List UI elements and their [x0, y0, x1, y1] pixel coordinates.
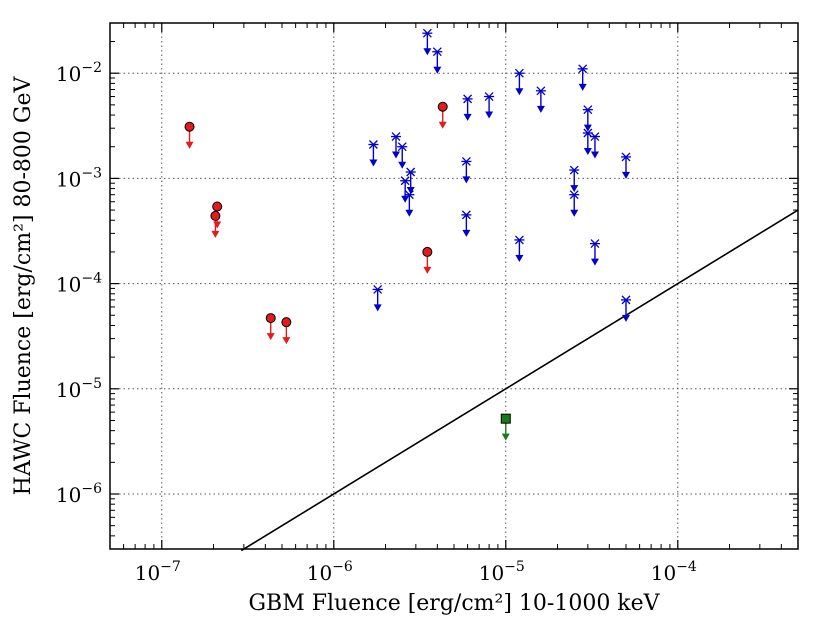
- data-point: [569, 190, 580, 217]
- arrow-head: [485, 111, 494, 119]
- data-point: [500, 413, 511, 441]
- x-axis-label: GBM Fluence [erg/cm²] 10-1000 keV: [248, 591, 660, 616]
- data-point: [582, 105, 593, 132]
- data-point: [577, 64, 588, 91]
- y-tick-label: 10−3: [56, 165, 102, 191]
- y-tick-label: 10−5: [56, 376, 102, 402]
- arrow-head: [282, 337, 291, 345]
- circle-marker: [184, 121, 195, 132]
- data-point: [422, 28, 433, 56]
- data-point: [432, 47, 443, 74]
- circle-marker: [437, 101, 448, 112]
- arrow-head: [590, 258, 599, 266]
- data-point: [589, 239, 600, 266]
- arrow-head: [423, 266, 432, 274]
- arrow-head: [583, 124, 592, 132]
- data-point: [484, 92, 495, 119]
- y-tick-labels: 10−6 10−5 10−4 10−3 10−2: [56, 60, 102, 507]
- data-point: [390, 132, 401, 159]
- data-point: [461, 156, 472, 184]
- data-point: [514, 235, 525, 262]
- y-tick-label: 10−2: [56, 60, 102, 86]
- arrow-head: [462, 176, 471, 184]
- arrow-head: [462, 229, 471, 237]
- arrow-head: [266, 333, 275, 341]
- x-tick-label: 10−6: [307, 559, 353, 585]
- arrow-head: [405, 209, 414, 217]
- arrow-head: [423, 48, 432, 56]
- data-point: [265, 313, 276, 341]
- x-tick-label: 10−4: [651, 559, 697, 585]
- data-point: [404, 190, 415, 217]
- data-point: [569, 165, 580, 193]
- circle-marker: [265, 313, 276, 324]
- arrow-head: [570, 209, 579, 217]
- data-point: [368, 140, 379, 167]
- square-marker: [500, 413, 511, 424]
- data-points: [184, 28, 631, 441]
- data-point: [582, 128, 593, 156]
- arrow-head: [515, 254, 524, 262]
- arrow-head: [622, 171, 630, 179]
- circle-marker: [212, 201, 223, 212]
- arrow-head: [406, 187, 415, 195]
- arrow-head: [622, 314, 630, 322]
- data-point: [589, 132, 600, 159]
- data-point: [621, 295, 631, 322]
- data-point: [514, 68, 525, 96]
- data-point: [422, 246, 433, 274]
- circle-marker: [281, 317, 292, 328]
- arrow-head: [463, 113, 472, 121]
- x-tick-labels: 10−7 10−6 10−5 10−4: [135, 559, 697, 585]
- reference-line: [240, 209, 799, 552]
- plot-background: [110, 23, 798, 549]
- data-point: [462, 94, 473, 121]
- arrow-head: [501, 433, 510, 441]
- arrow-head: [578, 83, 587, 91]
- arrow-head: [570, 185, 579, 193]
- y-axis-label: HAWC Fluence [erg/cm²] 80-800 GeV: [11, 76, 36, 496]
- data-point: [281, 317, 292, 345]
- data-point: [372, 284, 383, 312]
- arrow-head: [398, 161, 407, 169]
- data-point: [535, 86, 546, 113]
- x-tick-label: 10−7: [135, 559, 181, 585]
- arrow-head: [583, 148, 592, 156]
- data-point: [210, 210, 221, 238]
- circle-marker: [422, 246, 433, 257]
- y-tick-label: 10−4: [56, 271, 102, 297]
- data-point: [461, 210, 472, 237]
- arrow-head: [211, 230, 220, 238]
- data-point: [437, 101, 448, 129]
- reference-line-layer: [240, 209, 799, 552]
- arrow-head: [515, 88, 524, 96]
- data-point: [184, 121, 195, 149]
- data-point: [397, 142, 408, 169]
- circle-marker: [210, 210, 221, 221]
- x-tick-label: 10−5: [479, 559, 525, 585]
- data-point: [621, 152, 631, 179]
- arrow-head: [369, 159, 378, 167]
- arrow-head: [590, 151, 599, 159]
- arrow-head: [373, 304, 382, 312]
- y-tick-label: 10−6: [56, 481, 102, 507]
- axis-ticks: [109, 22, 799, 550]
- arrow-head: [391, 151, 400, 159]
- arrow-head: [438, 121, 447, 129]
- arrow-head: [536, 105, 545, 113]
- arrow-head: [185, 141, 194, 149]
- data-point: [405, 167, 416, 195]
- arrow-head: [433, 66, 442, 74]
